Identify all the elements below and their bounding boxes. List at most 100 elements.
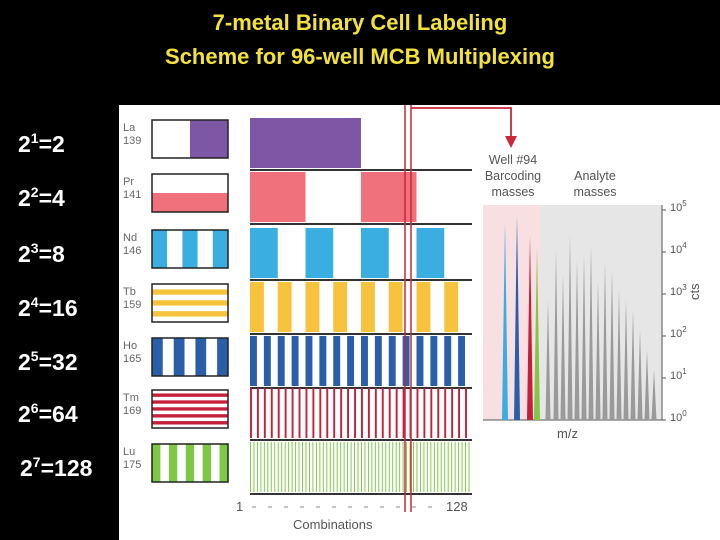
pattern-bar-lu [433,442,435,492]
pattern-bar-lu [253,442,255,492]
pattern-bar-lu [274,442,276,492]
pattern-bar-lu [343,442,345,492]
analyte-peak [574,260,580,420]
equation-exponent: 2 [30,184,39,200]
equation-result: =4 [38,185,65,211]
pattern-bar-lu [423,442,425,492]
equation-base: 2 [20,455,33,481]
element-label-nd: Nd 146 [123,232,141,258]
pattern-bar-tm [250,388,252,438]
pattern-bar-lu [468,442,470,492]
barcoding-label-2: masses [491,185,535,199]
pattern-bar-ho [444,336,452,386]
pattern-bar-tm [451,388,454,438]
y-axis-label: cts [687,283,702,300]
y-tick-exponent: 0 [682,409,687,418]
pattern-bar-tm [402,388,405,438]
analyte-peak [588,245,594,420]
analyte-peak [581,255,587,420]
element-label-tb: Tb 159 [123,286,141,312]
mini-stripe-ho [206,338,218,376]
pattern-bar-lu [371,442,373,492]
equation-result: =8 [38,241,65,267]
pattern-bar-tb [250,282,264,332]
pattern-bar-tm [298,388,301,438]
pattern-bar-lu [250,442,251,492]
pattern-bar-ho [388,336,396,386]
pattern-bar-ho [430,336,438,386]
y-tick-base: 10 [670,412,683,424]
mini-stripe-lu [168,444,178,482]
element-mass: 146 [123,245,142,257]
y-tick-base: 10 [670,244,683,256]
element-mass: 159 [123,299,142,311]
analyte-peak [595,280,601,420]
mini-stripe-la [152,120,190,158]
y-tick-label: 104 [670,241,687,256]
mini-band-tm [152,407,228,411]
equation-exponent: 1 [30,130,39,146]
pattern-bar-lu [413,442,414,492]
barcode-peak [534,248,540,420]
pattern-bar-lu [329,442,331,492]
pattern-bar-lu [340,442,342,492]
mini-band-tb [152,300,228,306]
analyte-peak [651,370,657,420]
mini-band-tm [152,403,228,408]
pattern-bar-tm [374,388,377,438]
pattern-bar-tm [340,388,343,438]
pattern-bar-la [250,118,361,168]
analyte-peak [602,262,608,420]
mini-box-ho [151,337,229,377]
pattern-bar-tm [319,388,322,438]
pattern-bar-ho [361,336,368,386]
equation-exponent: 6 [30,400,39,416]
mini-stripe-nd [212,230,228,268]
equation-base: 2 [18,131,31,157]
pattern-bar-ho [263,336,271,386]
mini-stripe-lu [152,444,161,482]
mini-box-lu [151,443,229,483]
y-tick-base: 10 [670,202,683,214]
mini-stripe-lu [177,444,186,482]
pattern-bar-lu [374,442,376,492]
pattern-bar-lu [295,442,297,492]
mini-stripe-ho [195,338,207,376]
mini-stripe-nd [167,230,183,268]
equation-32: 25=32 [18,342,118,376]
slide-title: 7-metal Binary Cell Labeling Scheme for … [0,6,720,74]
pattern-bar-tm [465,388,467,438]
pattern-bar-lu [256,442,258,492]
equation-result: =16 [38,295,78,321]
pattern-bar-tm [395,388,398,438]
mini-box-la [151,119,229,159]
pattern-bar-ho [402,336,410,386]
pattern-bar-tm [388,388,391,438]
pattern-bar-tm [284,388,287,438]
element-symbol: Tm [123,392,139,404]
analyte-region [540,205,662,420]
analyte-peak [609,270,615,420]
pattern-bar-lu [270,442,272,492]
pattern-bar-lu [430,442,432,492]
pattern-bar-lu [336,442,338,492]
pattern-bar-lu [277,442,279,492]
combinations-start: 1 [236,499,244,514]
equation-exponent: 4 [30,294,39,310]
pattern-bar-pr [250,172,306,222]
pattern-bar-pr [361,172,417,222]
pattern-bar-lu [409,442,411,492]
equation-64: 26=64 [18,394,118,428]
element-mass: 165 [123,353,142,365]
mini-stripe-ho [184,338,196,376]
analyte-peak [623,300,629,420]
pattern-bar-lu [298,442,300,492]
pattern-bar-tm [367,388,370,438]
mini-band-tb [152,305,228,312]
analyte-peak [553,250,559,420]
y-tick-base: 10 [670,328,683,340]
pattern-bar-lu [458,442,460,492]
pattern-bar-tb [361,282,375,332]
pattern-bar-lu [333,442,335,492]
